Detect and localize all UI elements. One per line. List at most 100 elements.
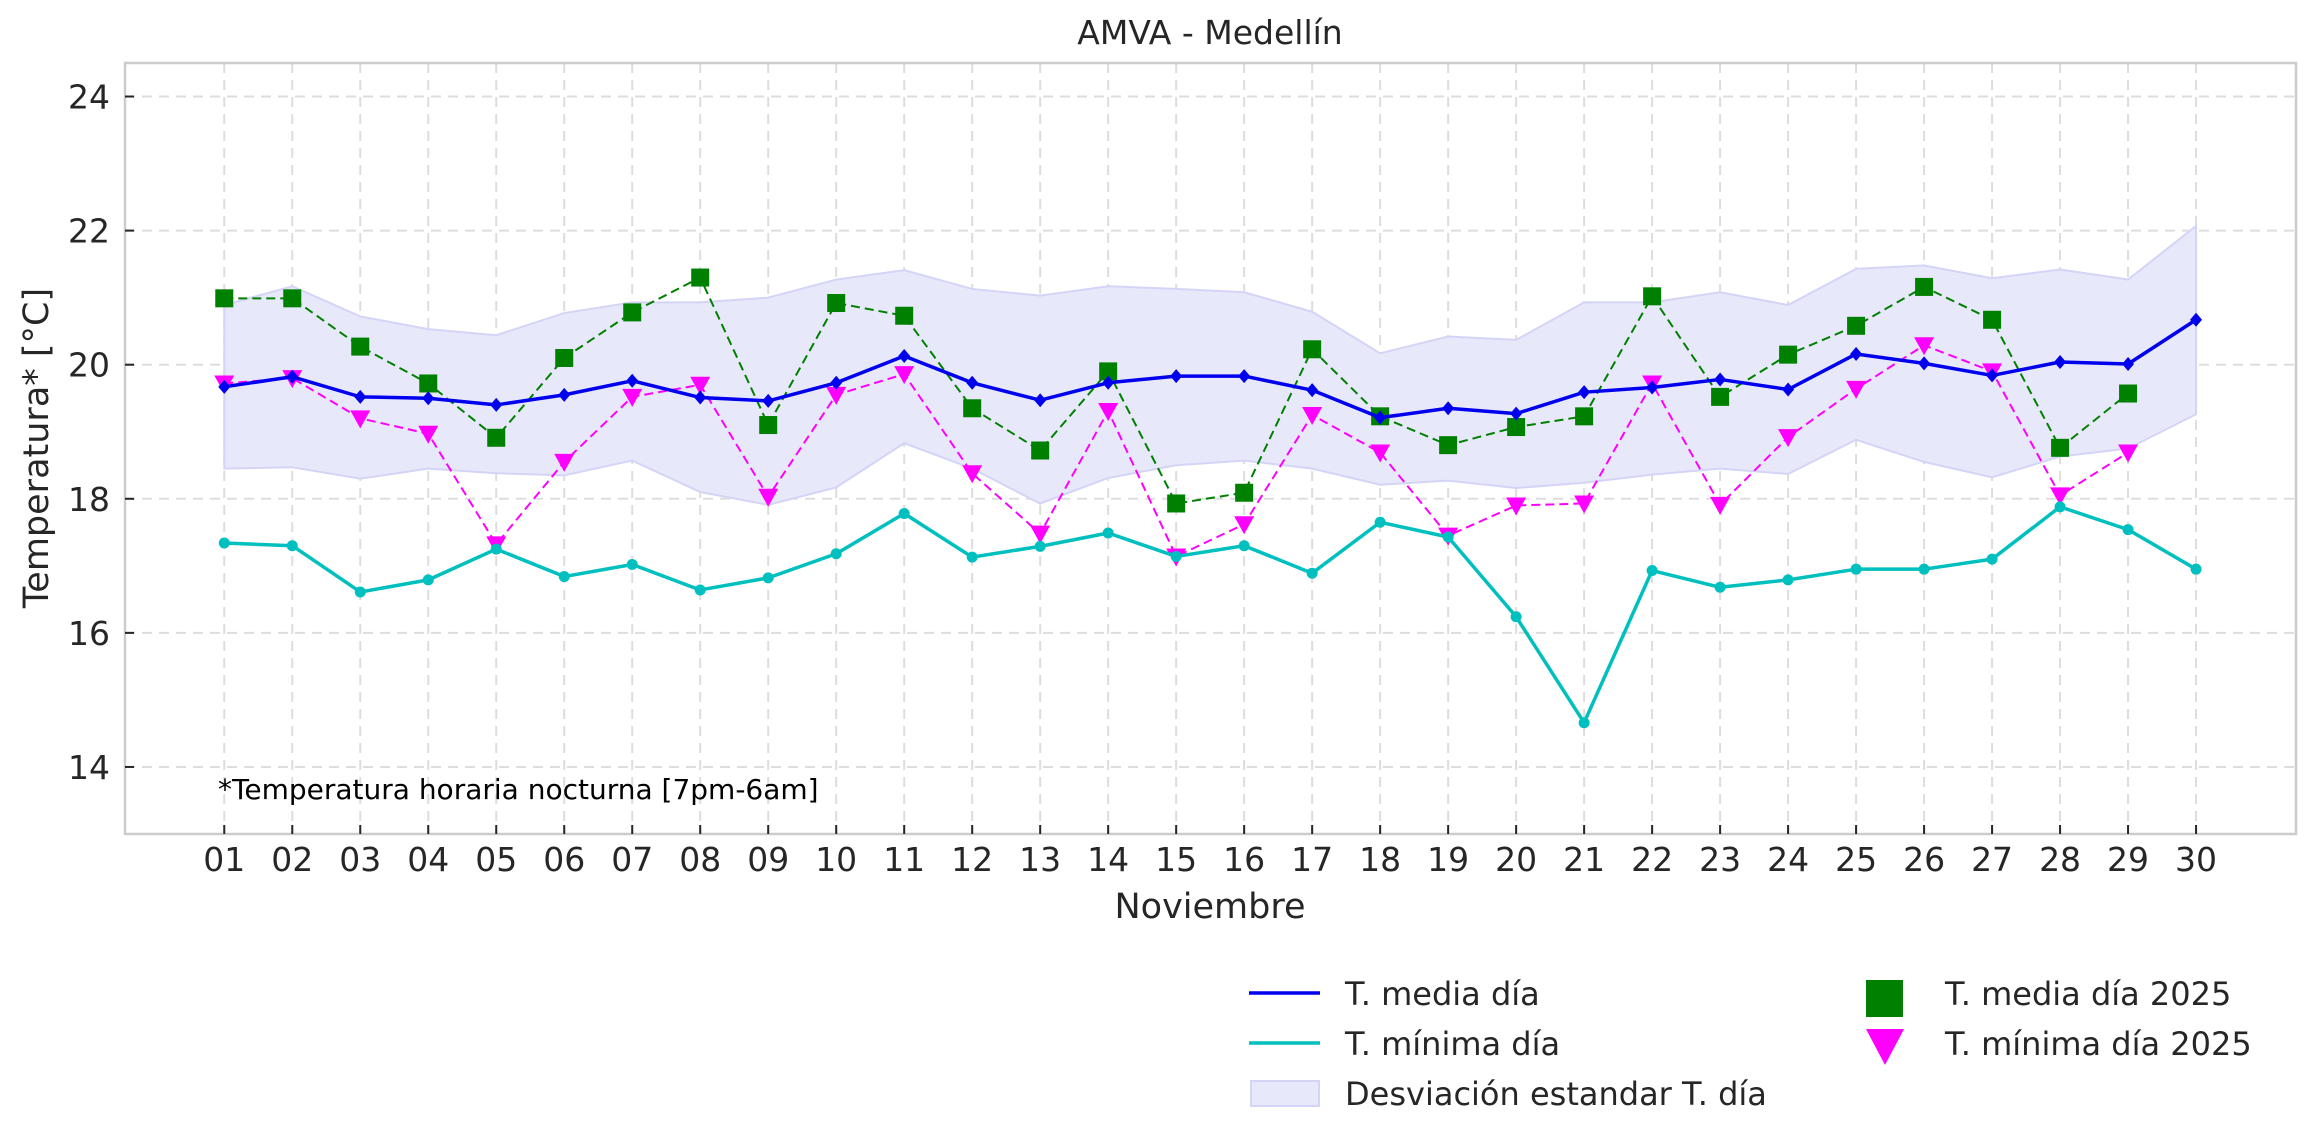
data-point-triangle: [1506, 497, 1527, 516]
y-tick-label: 14: [68, 748, 110, 787]
data-point-circle: [1238, 540, 1250, 552]
data-point-diamond: [2054, 355, 2067, 370]
x-tick-label: 23: [1699, 840, 1741, 879]
data-point-diamond: [2122, 357, 2135, 372]
data-point-square: [827, 294, 846, 313]
data-point-triangle: [962, 465, 983, 484]
data-point-circle: [1034, 540, 1046, 552]
data-point-circle: [1986, 553, 1998, 565]
data-point-circle: [762, 572, 774, 584]
x-tick-label: 02: [271, 840, 313, 879]
x-tick-label: 14: [1087, 840, 1129, 879]
data-point-square: [691, 268, 710, 287]
data-point-diamond: [626, 373, 639, 388]
series-line: [224, 505, 2197, 725]
data-point-circle: [1578, 717, 1590, 729]
data-point-triangle: [2050, 487, 2071, 506]
data-point-triangle: [350, 410, 371, 429]
data-point-square: [1303, 340, 1322, 359]
data-point-square: [555, 348, 574, 367]
series-t-media-d-a: [218, 312, 2203, 425]
data-point-circle: [286, 540, 298, 552]
data-point-triangle: [758, 488, 779, 507]
data-point-circle: [694, 584, 706, 596]
y-tick-label: 20: [68, 346, 110, 385]
y-tick-label: 24: [68, 78, 110, 117]
legend-patch-std-band: [1250, 1080, 1320, 1107]
data-point-square: [1711, 387, 1730, 406]
data-point-diamond: [354, 389, 367, 404]
legend-square-marker-icon: [1866, 980, 1903, 1017]
data-point-square: [215, 289, 234, 308]
data-point-square: [1643, 287, 1662, 306]
legend-triangle-marker-icon: [1866, 1029, 1904, 1065]
data-point-square: [1983, 310, 2002, 329]
data-point-triangle: [826, 386, 847, 405]
std-band-area: [223, 223, 2198, 506]
data-point-square: [283, 289, 302, 308]
data-point-diamond: [1782, 382, 1795, 397]
data-point-square: [1031, 441, 1050, 460]
data-point-circle: [2054, 501, 2066, 513]
x-tick-label: 11: [883, 840, 925, 879]
data-point-diamond: [898, 348, 911, 363]
data-point-circle: [830, 548, 842, 560]
x-axis-label: Noviembre: [1114, 887, 1305, 927]
x-tick-label: 20: [1495, 840, 1537, 879]
x-tick-label: 06: [543, 840, 585, 879]
data-point-circle: [1646, 565, 1658, 577]
y-tick-label: 18: [68, 480, 110, 519]
data-point-square: [487, 428, 506, 447]
x-tick-label: 08: [679, 840, 721, 879]
legend-label-t-minima-2025: T. mínima día 2025: [1944, 1025, 2252, 1063]
data-point-circle: [1102, 527, 1114, 539]
data-point-square: [963, 399, 982, 418]
data-point-diamond: [1578, 385, 1591, 400]
data-point-square: [623, 303, 642, 322]
legend-label-t-minima: T. mínima día: [1344, 1025, 1560, 1063]
data-point-circle: [1306, 567, 1318, 579]
data-point-diamond: [422, 391, 435, 406]
data-point-diamond: [1034, 393, 1047, 408]
std-band-layer: [223, 223, 2198, 506]
data-point-circle: [1782, 574, 1794, 586]
x-tick-label: 30: [2175, 840, 2217, 879]
x-tick-label: 18: [1359, 840, 1401, 879]
x-tick-label: 07: [611, 840, 653, 879]
data-point-triangle: [1030, 525, 1051, 544]
note-annotation: *Temperatura horaria nocturna [7pm-6am]: [218, 773, 819, 806]
data-point-circle: [490, 543, 502, 555]
data-point-circle: [626, 558, 638, 570]
x-tick-label: 29: [2107, 840, 2149, 879]
data-point-square: [351, 337, 370, 356]
data-point-circle: [1510, 611, 1522, 623]
x-tick-label: 28: [2039, 840, 2081, 879]
series-t-media-d-a-2025: [215, 268, 2138, 513]
series-layer: [214, 268, 2203, 729]
x-tick-label: 25: [1835, 840, 1877, 879]
data-point-circle: [2122, 524, 2134, 536]
data-point-circle: [1170, 550, 1182, 562]
data-point-diamond: [1102, 375, 1115, 390]
data-point-diamond: [830, 375, 843, 390]
data-point-triangle: [1914, 337, 1935, 356]
data-point-diamond: [1510, 406, 1523, 421]
series-line: [224, 344, 2129, 558]
data-point-circle: [354, 586, 366, 598]
ticks: 01 02 03 04 05 06 07 08 09 10 11 12 13 14 15 16 17 18 19 20…: [68, 78, 2217, 879]
data-point-circle: [966, 551, 978, 563]
series-line: [224, 276, 2129, 505]
x-tick-label: 12: [951, 840, 993, 879]
data-point-diamond: [966, 375, 979, 390]
data-point-square: [1915, 277, 1934, 296]
x-tick-label: 16: [1223, 840, 1265, 879]
data-point-circle: [1918, 563, 1930, 575]
data-point-square: [759, 416, 778, 435]
legend-label-t-media-2025: T. media día 2025: [1944, 975, 2231, 1013]
x-tick-label: 13: [1019, 840, 1061, 879]
data-point-square: [2051, 438, 2070, 457]
data-point-triangle: [1370, 444, 1391, 463]
legend-label-t-media: T. media día: [1344, 975, 1540, 1013]
data-point-diamond: [1374, 410, 1387, 425]
data-point-circle: [898, 508, 910, 520]
